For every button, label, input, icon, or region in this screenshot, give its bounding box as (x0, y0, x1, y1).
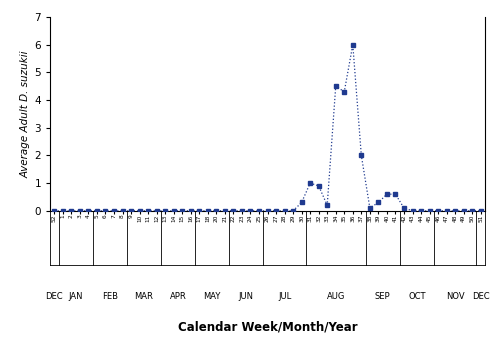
Text: MAR: MAR (134, 292, 154, 301)
Text: NOV: NOV (446, 292, 464, 301)
Text: FEB: FEB (102, 292, 117, 301)
Text: SEP: SEP (375, 292, 390, 301)
Text: DEC: DEC (46, 292, 63, 301)
Text: APR: APR (170, 292, 186, 301)
Text: JAN: JAN (68, 292, 83, 301)
Text: JUN: JUN (238, 292, 254, 301)
Text: AUG: AUG (326, 292, 345, 301)
Text: JUL: JUL (278, 292, 291, 301)
Text: OCT: OCT (408, 292, 426, 301)
Text: MAY: MAY (204, 292, 220, 301)
Text: DEC: DEC (472, 292, 490, 301)
Y-axis label: Average Adult D. suzukii: Average Adult D. suzukii (20, 50, 30, 177)
Text: Calendar Week/Month/Year: Calendar Week/Month/Year (178, 320, 358, 333)
